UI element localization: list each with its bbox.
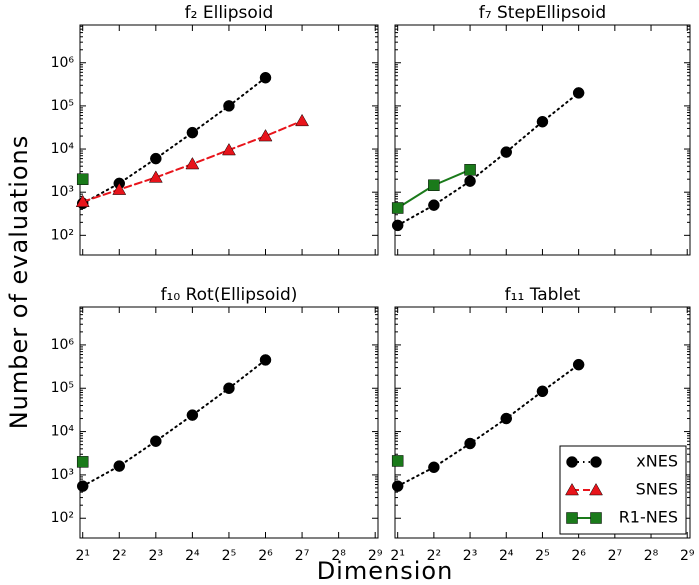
y-tick-label: 10² (51, 227, 74, 243)
series-line (81, 76, 267, 205)
series-line (396, 363, 580, 488)
x-tick-label: 2³ (149, 548, 164, 564)
plot-frame (79, 306, 379, 539)
marker (428, 179, 440, 191)
marker (572, 358, 585, 371)
marker (259, 71, 272, 84)
marker (186, 409, 199, 421)
legend-marker (566, 456, 578, 468)
marker (222, 142, 236, 156)
x-tick-label: 2⁷ (295, 548, 310, 564)
marker (76, 480, 89, 492)
x-tick-label: 2⁹ (680, 548, 695, 564)
x-tick-label: 2⁵ (535, 548, 550, 564)
x-tick-label: 2² (427, 548, 442, 564)
x-tick-label: 2³ (463, 548, 478, 564)
chart-title: f₁₀ Rot(Ellipsoid) (161, 285, 298, 305)
x-tick-label: 2¹ (390, 548, 405, 564)
y-tick-label: 10⁵ (51, 380, 74, 396)
legend-marker (565, 482, 579, 496)
legend: xNES SNES R1-NES (559, 445, 687, 535)
marker (112, 182, 127, 195)
marker (223, 100, 235, 112)
legend-marker (566, 512, 578, 524)
y-tick-label: 10⁴ (51, 424, 75, 440)
x-tick-label: 2⁶ (258, 548, 273, 564)
legend-label: xNES (636, 452, 678, 471)
x-tick-label: 2⁸ (331, 548, 346, 564)
x-tick-label: 2⁹ (368, 548, 383, 564)
x-tick-label: 2⁴ (499, 548, 514, 564)
series-line (396, 91, 580, 227)
legend-marker (590, 512, 602, 524)
marker (572, 87, 585, 99)
marker (150, 152, 162, 165)
plot-frame (79, 24, 379, 256)
x-tick-label: 2⁴ (185, 548, 200, 564)
legend-box (559, 445, 687, 535)
marker (113, 460, 126, 472)
marker (185, 156, 200, 170)
x-tick-label: 2⁷ (608, 548, 623, 564)
x-tick-label: 2⁶ (571, 548, 586, 564)
legend-label: R1-NES (619, 508, 678, 527)
marker (391, 455, 404, 467)
y-tick-label: 10⁶ (51, 55, 75, 71)
marker (428, 461, 440, 474)
legend-marker (589, 482, 603, 496)
marker (500, 146, 513, 158)
x-tick-label: 2¹ (75, 548, 90, 564)
y-tick-label: 10⁵ (51, 98, 74, 114)
marker (223, 382, 235, 394)
marker (391, 480, 404, 492)
marker (464, 175, 476, 187)
legend-marker (590, 456, 602, 468)
marker (295, 113, 309, 127)
marker (428, 199, 440, 211)
marker (76, 173, 89, 185)
chart-title: f₇ StepEllipsoid (479, 3, 606, 23)
x-tick-label: 2² (112, 548, 127, 564)
marker (186, 126, 199, 139)
chart-title: f₂ Ellipsoid (185, 3, 274, 23)
marker (75, 194, 90, 208)
marker (464, 164, 476, 176)
marker (259, 354, 272, 366)
plot-frame (394, 24, 691, 256)
marker (150, 435, 162, 447)
x-tick-label: 2⁸ (644, 548, 659, 564)
marker (258, 129, 273, 142)
marker (536, 115, 549, 128)
series-line (81, 358, 267, 488)
marker (464, 437, 476, 450)
x-axis-label: Dimension (317, 557, 454, 585)
y-tick-label: 10³ (51, 184, 74, 200)
chart-title: f₁₁ Tablet (505, 285, 581, 305)
x-tick-label: 2⁵ (222, 548, 237, 564)
y-tick-label: 10⁴ (51, 141, 75, 157)
y-tick-label: 10² (51, 510, 74, 526)
marker (391, 219, 404, 232)
legend-label: SNES (636, 480, 678, 499)
marker (148, 170, 163, 183)
y-axis-label: Number of evaluations (5, 135, 33, 430)
marker (500, 412, 513, 425)
marker (391, 202, 404, 214)
marker (536, 385, 549, 398)
plot-frame (394, 306, 691, 539)
y-tick-label: 10³ (51, 467, 74, 483)
marker (76, 456, 89, 468)
y-tick-label: 10⁶ (51, 337, 75, 353)
